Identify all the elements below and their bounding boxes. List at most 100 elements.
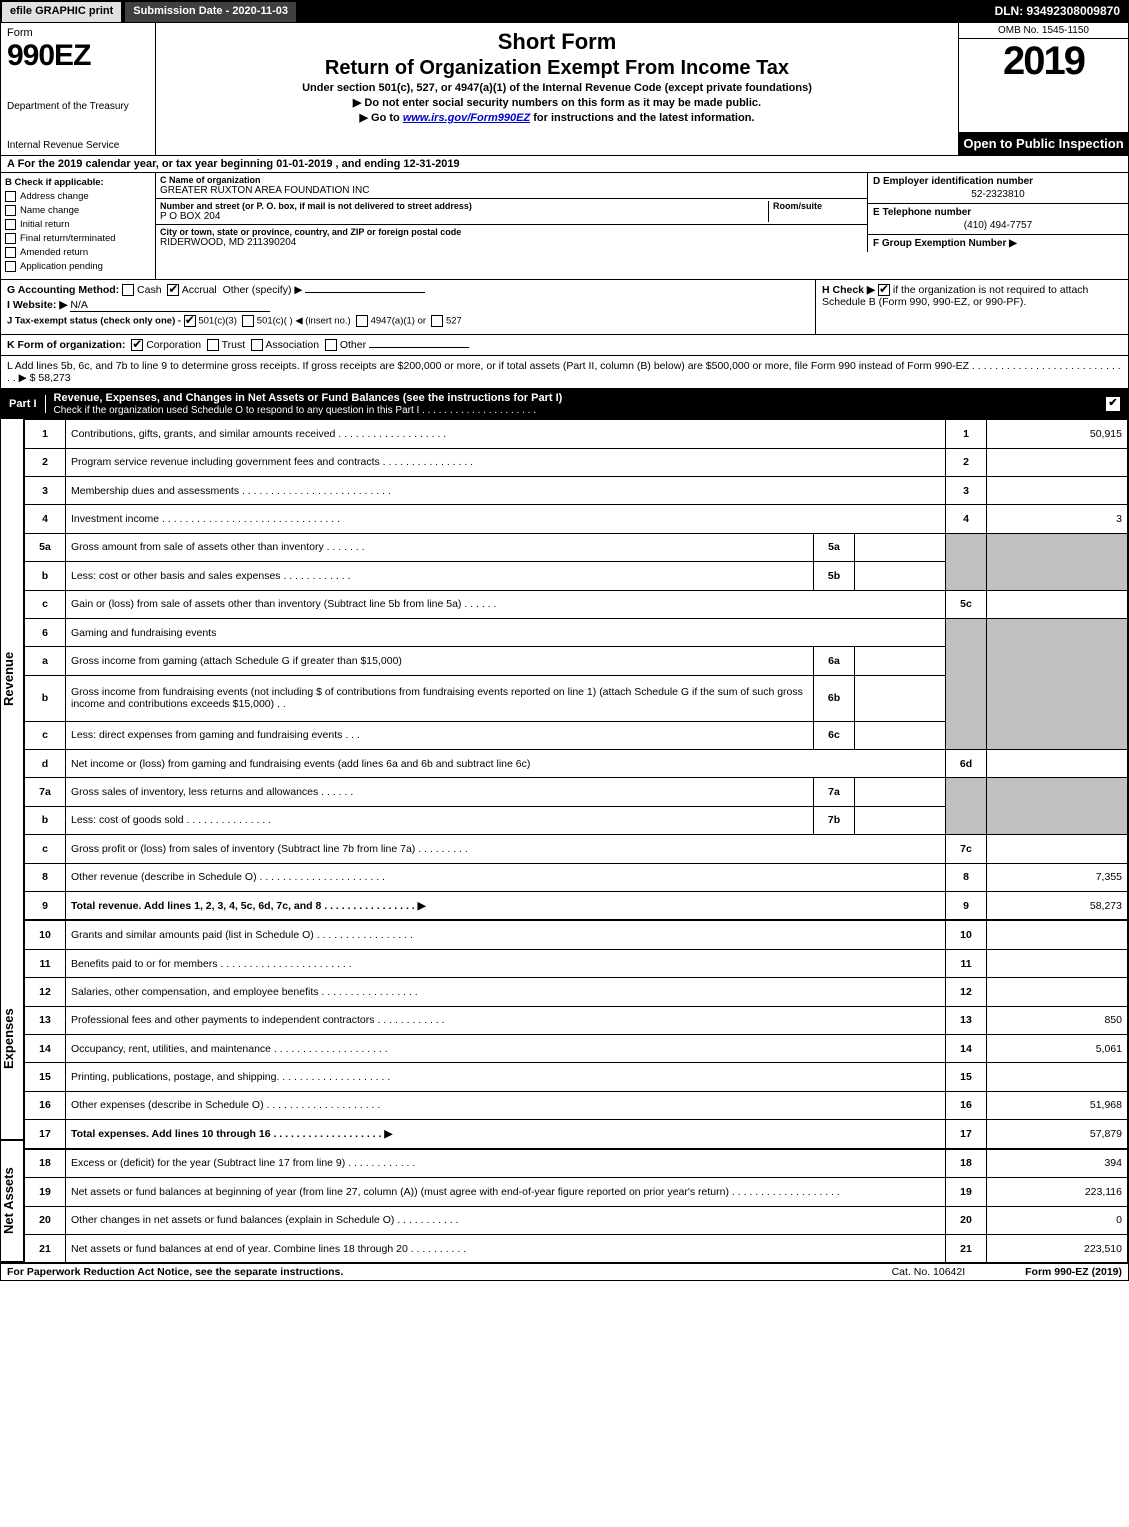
line-21: 21Net assets or fund balances at end of …: [25, 1234, 1128, 1262]
lbl-trust: Trust: [222, 339, 246, 351]
form-number: 990EZ: [7, 39, 149, 73]
org-city-row: City or town, state or province, country…: [156, 225, 867, 250]
lbl-other-org: Other: [340, 339, 366, 351]
irs-link[interactable]: www.irs.gov/Form990EZ: [403, 112, 530, 124]
line-12: 12Salaries, other compensation, and empl…: [25, 978, 1128, 1006]
chk-cash[interactable]: [122, 284, 134, 296]
part1-title: Revenue, Expenses, and Changes in Net As…: [54, 392, 563, 404]
section-def: D Employer identification number 52-2323…: [867, 173, 1128, 252]
chk-501c3[interactable]: [184, 315, 196, 327]
chk-address-change[interactable]: Address change: [5, 191, 151, 202]
efile-print-link[interactable]: efile GRAPHIC print: [1, 1, 122, 23]
ein-row: D Employer identification number 52-2323…: [868, 173, 1128, 204]
form-header: Form 990EZ Department of the Treasury In…: [1, 23, 1128, 156]
chk-other-org[interactable]: [325, 339, 337, 351]
line-2: 2Program service revenue including gover…: [25, 448, 1128, 476]
section-b: B Check if applicable: Address change Na…: [1, 173, 156, 279]
topbar: efile GRAPHIC print Submission Date - 20…: [1, 1, 1128, 23]
tel-row: E Telephone number (410) 494-7757: [868, 204, 1128, 235]
lbl-501c: 501(c)( ) ◀ (insert no.): [257, 316, 351, 327]
section-c: C Name of organization GREATER RUXTON AR…: [156, 173, 1128, 279]
chk-h[interactable]: [878, 284, 890, 296]
tel-value: (410) 494-7757: [873, 218, 1123, 231]
row-a-taxyear: A For the 2019 calendar year, or tax yea…: [1, 156, 1128, 173]
tax-year: 2019: [959, 39, 1128, 132]
part1-checkbox[interactable]: ✔: [1106, 397, 1120, 411]
dept-treasury: Department of the Treasury: [7, 101, 149, 112]
line-20: 20Other changes in net assets or fund ba…: [25, 1206, 1128, 1234]
info-grid: B Check if applicable: Address change Na…: [1, 173, 1128, 280]
footer-formref: Form 990-EZ (2019): [1025, 1266, 1122, 1278]
org-name: GREATER RUXTON AREA FOUNDATION INC: [160, 185, 863, 196]
chk-amended-return[interactable]: Amended return: [5, 247, 151, 258]
part1-label: Part I: [1, 395, 46, 413]
chk-527[interactable]: [431, 315, 443, 327]
chk-501c[interactable]: [242, 315, 254, 327]
lbl-application-pending: Application pending: [20, 261, 103, 272]
g-label: G Accounting Method:: [7, 284, 119, 296]
goto-line: ▶ Go to www.irs.gov/Form990EZ for instru…: [162, 111, 952, 124]
g-accounting: G Accounting Method: Cash Accrual Other …: [1, 280, 816, 334]
vlabel-revenue: Revenue: [1, 419, 23, 939]
title-short-form: Short Form: [162, 29, 952, 55]
i-label: I Website: ▶: [7, 299, 67, 311]
chk-initial-return[interactable]: Initial return: [5, 219, 151, 230]
chk-trust[interactable]: [207, 339, 219, 351]
chk-final-return[interactable]: Final return/terminated: [5, 233, 151, 244]
part1-body: Revenue Expenses Net Assets 1Contributio…: [1, 419, 1128, 1263]
i-val: N/A: [70, 299, 270, 312]
lbl-527: 527: [446, 316, 462, 327]
i-website: I Website: ▶ N/A: [7, 299, 809, 312]
lbl-address-change: Address change: [20, 191, 89, 202]
chk-name-change[interactable]: Name change: [5, 205, 151, 216]
lines-table: 1Contributions, gifts, grants, and simil…: [24, 419, 1128, 1263]
goto-post: for instructions and the latest informat…: [533, 112, 754, 124]
line-8: 8Other revenue (describe in Schedule O) …: [25, 863, 1128, 891]
org-street-label: Number and street (or P. O. box, if mail…: [160, 201, 768, 211]
open-public-inspection: Open to Public Inspection: [959, 132, 1128, 155]
ein-label: D Employer identification number: [873, 176, 1033, 187]
vlabel-netassets: Net Assets: [1, 1141, 23, 1263]
chk-4947[interactable]: [356, 315, 368, 327]
line-7a: 7aGross sales of inventory, less returns…: [25, 778, 1128, 806]
footer-catno: Cat. No. 10642I: [892, 1266, 966, 1278]
line-4: 4Investment income . . . . . . . . . . .…: [25, 505, 1128, 533]
line-16: 16Other expenses (describe in Schedule O…: [25, 1091, 1128, 1119]
k-label: K Form of organization:: [7, 339, 125, 351]
chk-application-pending[interactable]: Application pending: [5, 261, 151, 272]
line-18: 18Excess or (deficit) for the year (Subt…: [25, 1149, 1128, 1178]
lbl-4947: 4947(a)(1) or: [371, 316, 426, 327]
line-1: 1Contributions, gifts, grants, and simil…: [25, 420, 1128, 448]
org-city-label: City or town, state or province, country…: [160, 227, 863, 237]
line-15: 15Printing, publications, postage, and s…: [25, 1063, 1128, 1091]
lbl-initial-return: Initial return: [20, 219, 70, 230]
group-exemption-row: F Group Exemption Number ▶: [868, 235, 1128, 252]
form-word: Form: [7, 27, 149, 39]
chk-accrual[interactable]: [167, 284, 179, 296]
goto-pre: ▶ Go to: [360, 112, 403, 124]
lbl-corp: Corporation: [146, 339, 201, 351]
chk-assoc[interactable]: [251, 339, 263, 351]
ein-value: 52-2323810: [873, 187, 1123, 200]
vertical-labels: Revenue Expenses Net Assets: [1, 419, 24, 1263]
lbl-final-return: Final return/terminated: [20, 233, 116, 244]
h-label: H Check ▶: [822, 284, 875, 296]
l-gross-receipts: L Add lines 5b, 6c, and 7b to line 9 to …: [1, 356, 1128, 389]
lbl-other: Other (specify) ▶: [223, 284, 303, 296]
line-3: 3Membership dues and assessments . . . .…: [25, 477, 1128, 505]
page-footer: For Paperwork Reduction Act Notice, see …: [1, 1263, 1128, 1280]
line-10: 10Grants and similar amounts paid (list …: [25, 920, 1128, 949]
lbl-cash: Cash: [137, 284, 162, 296]
header-right: OMB No. 1545-1150 2019 Open to Public In…: [958, 23, 1128, 155]
footer-left: For Paperwork Reduction Act Notice, see …: [7, 1266, 343, 1278]
org-street: P O BOX 204: [160, 211, 768, 222]
line-7c: cGross profit or (loss) from sales of in…: [25, 835, 1128, 863]
chk-corp[interactable]: [131, 339, 143, 351]
org-city: RIDERWOOD, MD 211390204: [160, 237, 863, 248]
lbl-assoc: Association: [265, 339, 319, 351]
vlabel-expenses: Expenses: [1, 939, 23, 1141]
lbl-name-change: Name change: [20, 205, 79, 216]
k-form-org: K Form of organization: Corporation Trus…: [1, 335, 1128, 356]
irs-label: Internal Revenue Service: [7, 140, 149, 151]
line-19: 19Net assets or fund balances at beginni…: [25, 1178, 1128, 1206]
